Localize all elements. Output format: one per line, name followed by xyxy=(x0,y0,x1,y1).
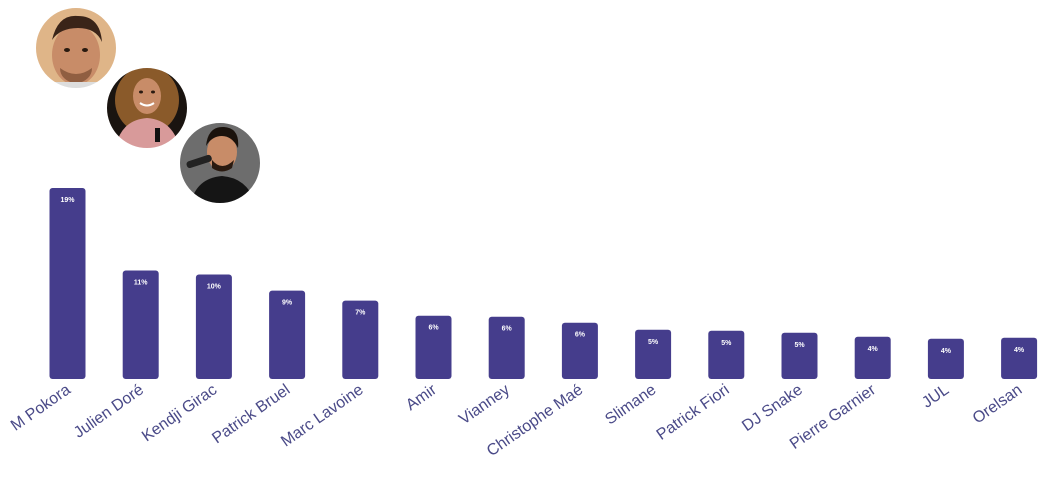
category-label-14: Orelsan xyxy=(970,381,1026,427)
kendji-girac-photo-icon xyxy=(178,121,262,205)
bar-2 xyxy=(122,270,159,379)
value-label-7: 6% xyxy=(502,326,513,333)
value-label-14: 4% xyxy=(1014,347,1025,354)
value-label-13: 4% xyxy=(941,348,952,355)
category-label-11: DJ Snake xyxy=(739,381,806,435)
bar-1 xyxy=(49,188,86,379)
value-label-3: 10% xyxy=(207,284,222,291)
bar-7 xyxy=(488,316,525,379)
julien-dore-photo-icon xyxy=(105,66,189,150)
bar-10 xyxy=(708,330,745,379)
value-label-8: 6% xyxy=(575,332,586,339)
bar-12 xyxy=(854,336,891,379)
value-label-11: 5% xyxy=(794,342,805,349)
value-label-6: 6% xyxy=(428,325,439,332)
value-label-1: 19% xyxy=(60,197,75,204)
bar-3 xyxy=(195,274,232,379)
bar-9 xyxy=(635,329,672,379)
value-label-5: 7% xyxy=(355,310,366,317)
bar-11 xyxy=(781,332,818,379)
bar-4 xyxy=(269,290,306,379)
value-label-4: 9% xyxy=(282,300,293,307)
bar-14 xyxy=(1001,337,1038,379)
category-label-9: Slimane xyxy=(602,381,659,428)
value-label-2: 11% xyxy=(134,280,148,287)
category-label-10: Patrick Fiori xyxy=(654,381,733,443)
category-label-5: Marc Lavoine xyxy=(278,381,367,450)
value-labels-group: 19% 11% 10% 9% 7% 6% 6% 6% 5% 5% 5% 4% 4% 4% xyxy=(60,197,1024,355)
bar-6 xyxy=(415,315,452,379)
value-label-12: 4% xyxy=(868,346,879,353)
category-label-7: Vianney xyxy=(456,381,513,428)
category-label-2: Julien Doré xyxy=(71,381,147,441)
category-label-1: M Pokora xyxy=(8,381,74,434)
value-label-10: 5% xyxy=(721,340,732,347)
value-label-9: 5% xyxy=(648,339,659,346)
m-pokora-photo-icon xyxy=(34,6,118,90)
bar-8 xyxy=(561,322,598,379)
bar-5 xyxy=(342,300,379,379)
category-label-6: Amir xyxy=(403,381,440,414)
bar-13 xyxy=(927,338,964,379)
category-label-13: JUL xyxy=(919,381,952,411)
bars-group xyxy=(49,188,1038,379)
category-label-3: Kendji Girac xyxy=(139,381,220,445)
